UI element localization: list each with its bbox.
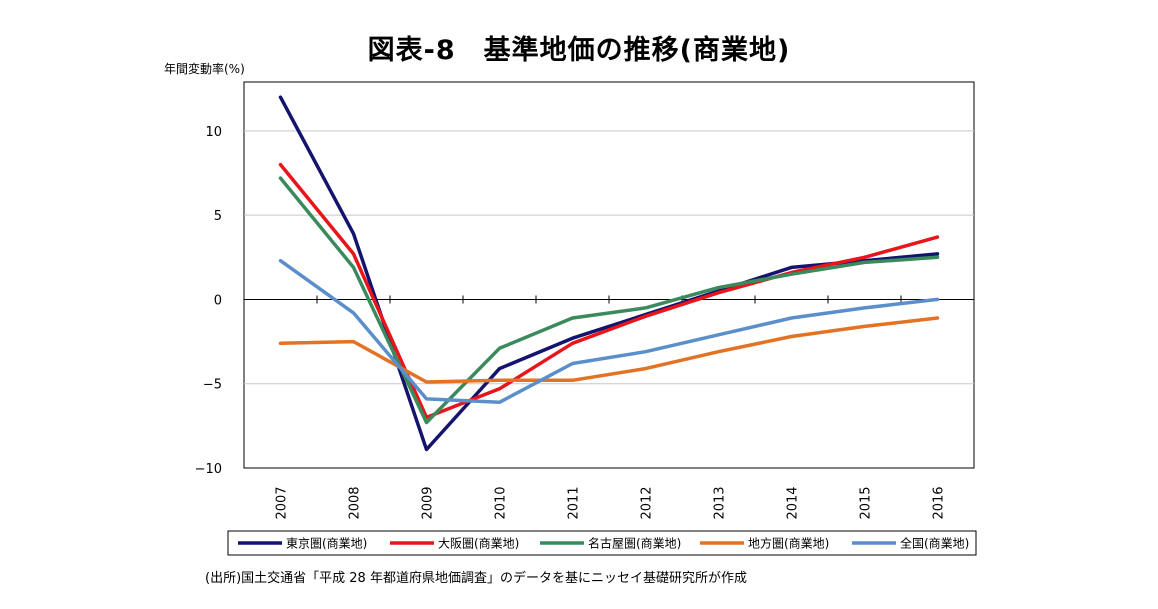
x-tick-label: 2010	[494, 486, 509, 519]
gridlines	[244, 130, 974, 385]
x-tick-label: 2016	[932, 486, 947, 519]
x-tick-label: 2015	[859, 486, 874, 519]
y-tick-label: 0	[214, 293, 222, 308]
y-tick-label: −5	[203, 378, 222, 393]
x-tick-label: 2009	[421, 486, 436, 519]
y-tick-label: 10	[205, 125, 222, 140]
y-tick-label: −10	[195, 462, 222, 477]
x-axis-ticks: 2007 2008 2009 2010 2011 2012 2013 2014 2015 2016	[275, 295, 947, 520]
legend-label: 東京圏(商業地)	[286, 536, 367, 551]
legend-box	[227, 530, 977, 556]
series-line	[278, 316, 940, 384]
x-tick-label: 2008	[348, 486, 363, 519]
plot-area	[243, 81, 975, 469]
x-tick-label: 2012	[640, 486, 655, 519]
legend-label: 名古屋圏(商業地)	[588, 536, 681, 551]
x-tick-label: 2014	[786, 486, 801, 519]
series-line	[278, 258, 940, 405]
legend-label: 大阪圏(商業地)	[438, 536, 519, 551]
series-line	[278, 176, 940, 425]
x-tick-label: 2007	[275, 486, 290, 519]
y-axis-ticks: 10 5 0 −5 −10	[195, 125, 222, 477]
legend-label: 地方圏(商業地)	[748, 536, 829, 551]
chart-title: 図表-8 基準地価の推移(商業地)	[367, 35, 791, 66]
legend-label: 全国(商業地)	[900, 536, 969, 551]
x-tick-label: 2011	[567, 486, 582, 519]
source-note: (出所)国土交通省「平成 28 年都道府県地価調査」のデータを基にニッセイ基礎研…	[205, 571, 747, 586]
series-line	[278, 162, 940, 420]
y-axis-label: 年間変動率(%)	[164, 62, 245, 76]
legend: 東京圏(商業地) 大阪圏(商業地) 名古屋圏(商業地) 地方圏(商業地) 全国(商業地)	[238, 536, 969, 551]
series-lines	[278, 95, 940, 452]
x-tick-label: 2013	[713, 486, 728, 519]
y-tick-label: 5	[214, 209, 222, 224]
